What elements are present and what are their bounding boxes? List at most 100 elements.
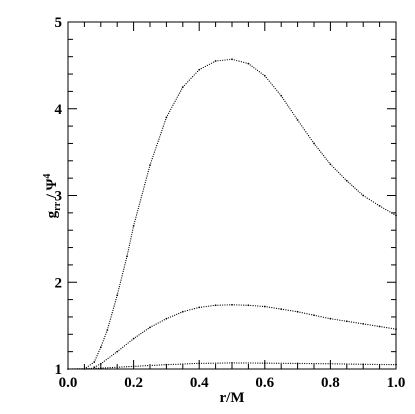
curve-dot — [191, 363, 193, 365]
curve-dot — [268, 306, 271, 308]
curve-dot — [222, 304, 224, 306]
curve-dot — [331, 165, 333, 167]
data-point — [132, 337, 135, 340]
curve-dot — [315, 363, 317, 365]
y-tick-label: 5 — [55, 15, 63, 31]
curve-dot — [393, 213, 395, 215]
curve-dot — [240, 362, 242, 364]
curve-dot — [109, 356, 111, 358]
data-point — [132, 224, 135, 227]
curve-dot — [118, 285, 120, 288]
curve-dot — [236, 59, 238, 62]
curve-dot — [257, 305, 259, 307]
curve-dot — [148, 168, 150, 171]
curve-dot — [141, 192, 143, 194]
curve-dot — [224, 304, 226, 306]
curve-dot — [94, 359, 96, 361]
curve-dot — [125, 343, 127, 346]
curve-dot — [170, 363, 172, 366]
curve-dot — [219, 59, 221, 62]
curve-dot — [257, 362, 259, 364]
curve-dot — [339, 319, 341, 321]
x-tick-label: 0.4 — [190, 375, 209, 391]
curve-dot — [101, 342, 104, 344]
curve-dot — [273, 362, 275, 364]
curve-dot — [134, 336, 137, 338]
curve-dot — [379, 363, 381, 366]
data-point — [165, 116, 168, 119]
curve-dot — [324, 156, 326, 158]
curve-dot — [369, 324, 371, 326]
curve-dot — [368, 198, 370, 201]
curve-dot — [102, 340, 104, 342]
curve-dot — [126, 253, 129, 255]
curve-dot — [342, 176, 345, 179]
curve-dot — [193, 74, 195, 76]
curve-dot — [320, 316, 322, 318]
curve-dot — [252, 362, 254, 364]
y-tick-label: 4 — [55, 102, 63, 118]
data-point — [362, 194, 365, 197]
curve-dot — [140, 199, 142, 201]
data-point — [296, 362, 299, 365]
curve-dot — [285, 362, 287, 364]
curve-dot — [189, 363, 191, 365]
curve-dot — [261, 305, 264, 307]
curve-dot — [222, 362, 224, 364]
curve-dot — [122, 272, 124, 275]
curve-dot — [367, 324, 369, 326]
curve-dot — [74, 368, 76, 370]
curve-dot — [170, 108, 172, 110]
curve-dot — [217, 362, 219, 364]
series-1 — [83, 58, 397, 370]
curve-dot — [125, 259, 127, 262]
curve-dot — [124, 264, 126, 266]
curve-dot — [385, 208, 387, 211]
curve-dot — [233, 59, 235, 61]
curve-dot — [158, 364, 160, 366]
curve-dot — [115, 299, 117, 301]
curve-dot — [103, 360, 106, 362]
curve-dot — [325, 158, 327, 160]
curve-dot — [318, 315, 320, 317]
curve-dot — [304, 312, 306, 314]
curve-dot — [164, 121, 166, 123]
curve-dot — [306, 133, 308, 135]
curve-dot — [110, 316, 112, 318]
curve-dot — [205, 362, 207, 364]
curve-dot — [210, 362, 212, 364]
curve-dot — [109, 367, 111, 369]
curve-dot — [388, 363, 390, 366]
curve-dot — [117, 292, 119, 294]
y-tick-label: 1 — [55, 362, 63, 378]
curve-dot — [128, 366, 130, 368]
curve-dot — [150, 162, 152, 164]
curve-dot — [97, 353, 99, 355]
curve-dot — [284, 100, 286, 102]
curve-dot — [287, 362, 289, 364]
curve-dot — [138, 334, 140, 336]
curve-dot — [280, 362, 282, 364]
curve-dot — [369, 363, 371, 365]
curve-dot — [131, 339, 133, 341]
curve-dot — [107, 357, 109, 359]
curve-dot — [350, 321, 353, 323]
curve-dot — [95, 357, 97, 359]
curve-dot — [158, 138, 160, 140]
curve-dot — [292, 362, 294, 364]
curve-dot — [121, 275, 123, 277]
curve-dot — [256, 69, 259, 71]
curve-dot — [282, 308, 285, 311]
curve-dot — [346, 363, 348, 365]
curve-dot — [381, 363, 383, 366]
curve-dot — [293, 113, 295, 116]
data-point — [247, 304, 250, 307]
curve-dot — [318, 149, 321, 151]
curve-dot — [117, 290, 119, 292]
curve-dot — [260, 72, 262, 74]
curve-dot — [135, 216, 137, 218]
curve-dot — [322, 363, 324, 365]
curve-dot — [166, 114, 169, 117]
curve-dot — [266, 362, 268, 364]
